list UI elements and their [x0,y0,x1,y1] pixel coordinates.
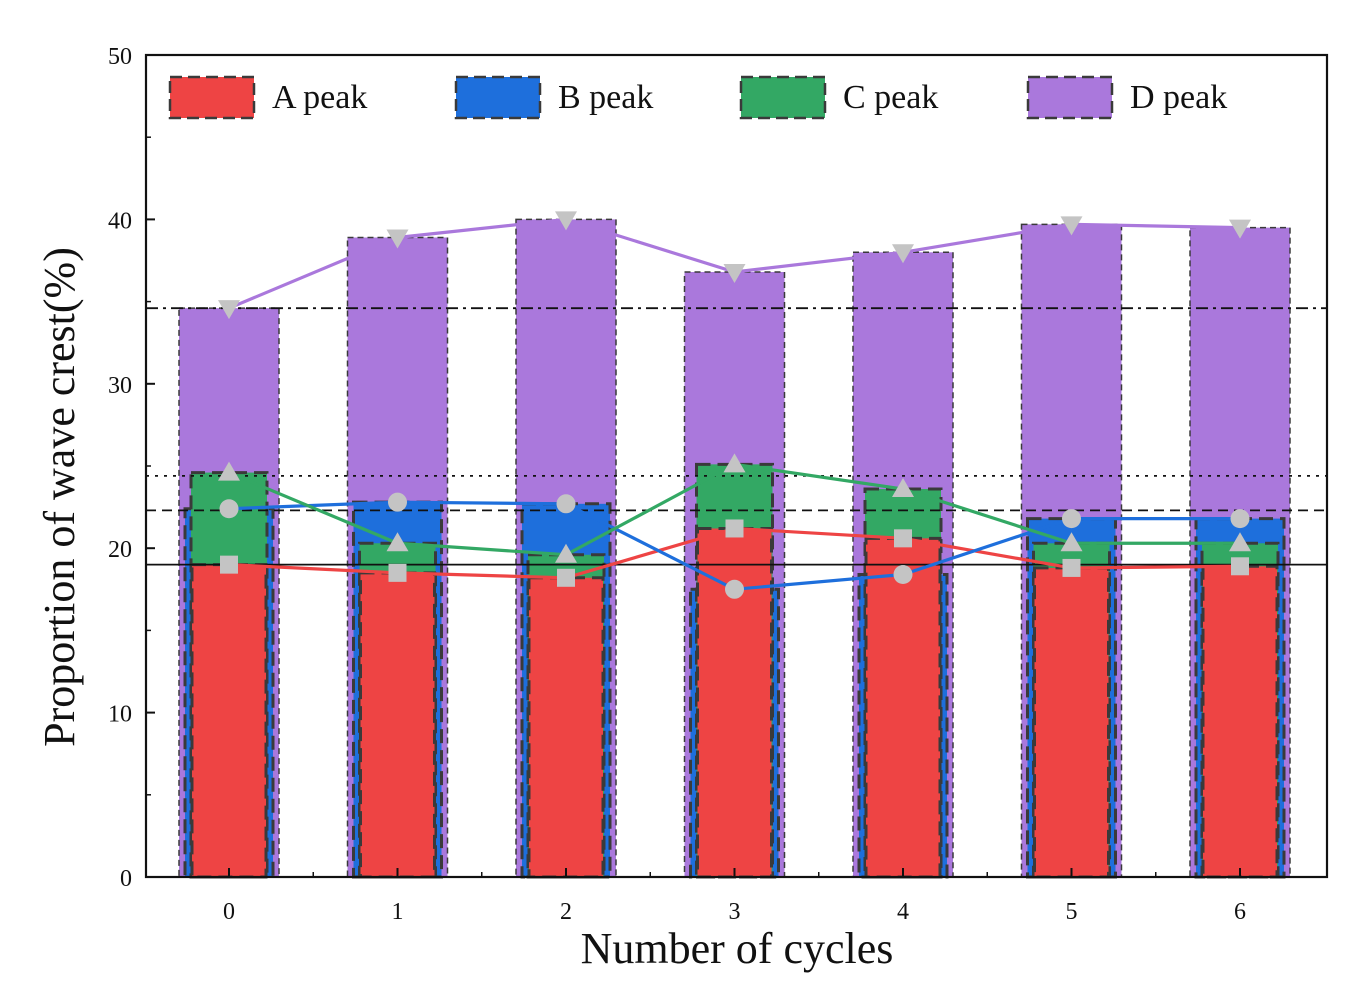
a-peak-point-6 [1231,557,1249,576]
x-tick-label-0: 0 [223,899,235,925]
b-peak-point-3 [725,579,744,599]
y-axis-title: Proportion of wave crest(%) [35,247,84,747]
d-peak-point-6 [1229,219,1251,239]
legend-label-c-peak: C peak [843,79,938,116]
d-peak-point-0 [218,300,240,320]
a-peak-point-2 [557,568,575,587]
reference-lines-layer [146,307,1327,566]
b-peak-point-1 [388,492,407,512]
x-tick-label-1: 1 [392,899,404,925]
legend-label-a-peak: A peak [272,79,367,116]
b-peak-point-0 [219,499,239,519]
b-peak-point-5 [1062,509,1081,529]
x-tick-label-2: 2 [560,899,572,925]
y-tick-label-10: 10 [108,702,132,728]
c-peak-point-5 [1060,532,1083,552]
d-peak-point-2 [555,211,577,231]
d-peak-point-4 [892,244,914,264]
a-peak-point-1 [388,563,407,582]
a-peak-point-5 [1062,558,1081,577]
a-peak-bar-5 [1033,566,1110,879]
c-peak-point-1 [386,532,409,552]
legend-swatch-d-peak [1026,75,1114,120]
a-peak-bar-4 [864,536,942,879]
x-tick-label-6: 6 [1234,899,1246,925]
a-peak-point-3 [725,519,744,538]
x-tick-label-3: 3 [729,899,741,925]
legend-swatch-b-peak [454,75,542,120]
d-peak-point-3 [723,264,746,284]
legend-swatch-a-peak [168,75,256,120]
markers-layer [218,211,1251,599]
legend: A peak B peak C peak D peak [168,75,1227,120]
d-peak-point-5 [1060,216,1083,236]
bars-layer [178,218,1291,879]
y-tick-label-0: 0 [120,866,132,892]
b-peak-point-4 [893,565,913,585]
x-tick-label-4: 4 [897,899,909,925]
d-peak-point-1 [386,229,409,249]
x-axis-title: Number of cycles [581,924,894,973]
c-peak-point-4 [892,478,914,498]
y-tick-label-30: 30 [108,373,132,399]
y-tick-label-20: 20 [108,537,132,563]
a-peak-point-4 [894,529,912,548]
c-peak-point-6 [1229,532,1251,552]
a-peak-bar-2 [527,576,605,879]
legend-swatch-c-peak [739,75,827,120]
axes-layer: 0 10 20 30 40 50 0 1 2 3 4 5 6 [108,44,1329,925]
a-peak-bar-6 [1201,564,1279,879]
c-peak-point-0 [218,461,240,481]
a-peak-point-0 [220,555,238,574]
b-peak-point-2 [556,494,576,514]
y-tick-label-50: 50 [108,44,132,70]
legend-label-d-peak: D peak [1130,79,1227,116]
y-tick-label-40: 40 [108,208,132,234]
b-peak-point-6 [1230,509,1250,529]
c-peak-point-2 [555,543,577,563]
c-peak-point-3 [723,453,746,473]
legend-label-b-peak: B peak [558,79,653,116]
a-peak-bar-0 [190,563,268,879]
a-peak-bar-1 [359,571,436,879]
x-tick-label-5: 5 [1066,899,1078,925]
